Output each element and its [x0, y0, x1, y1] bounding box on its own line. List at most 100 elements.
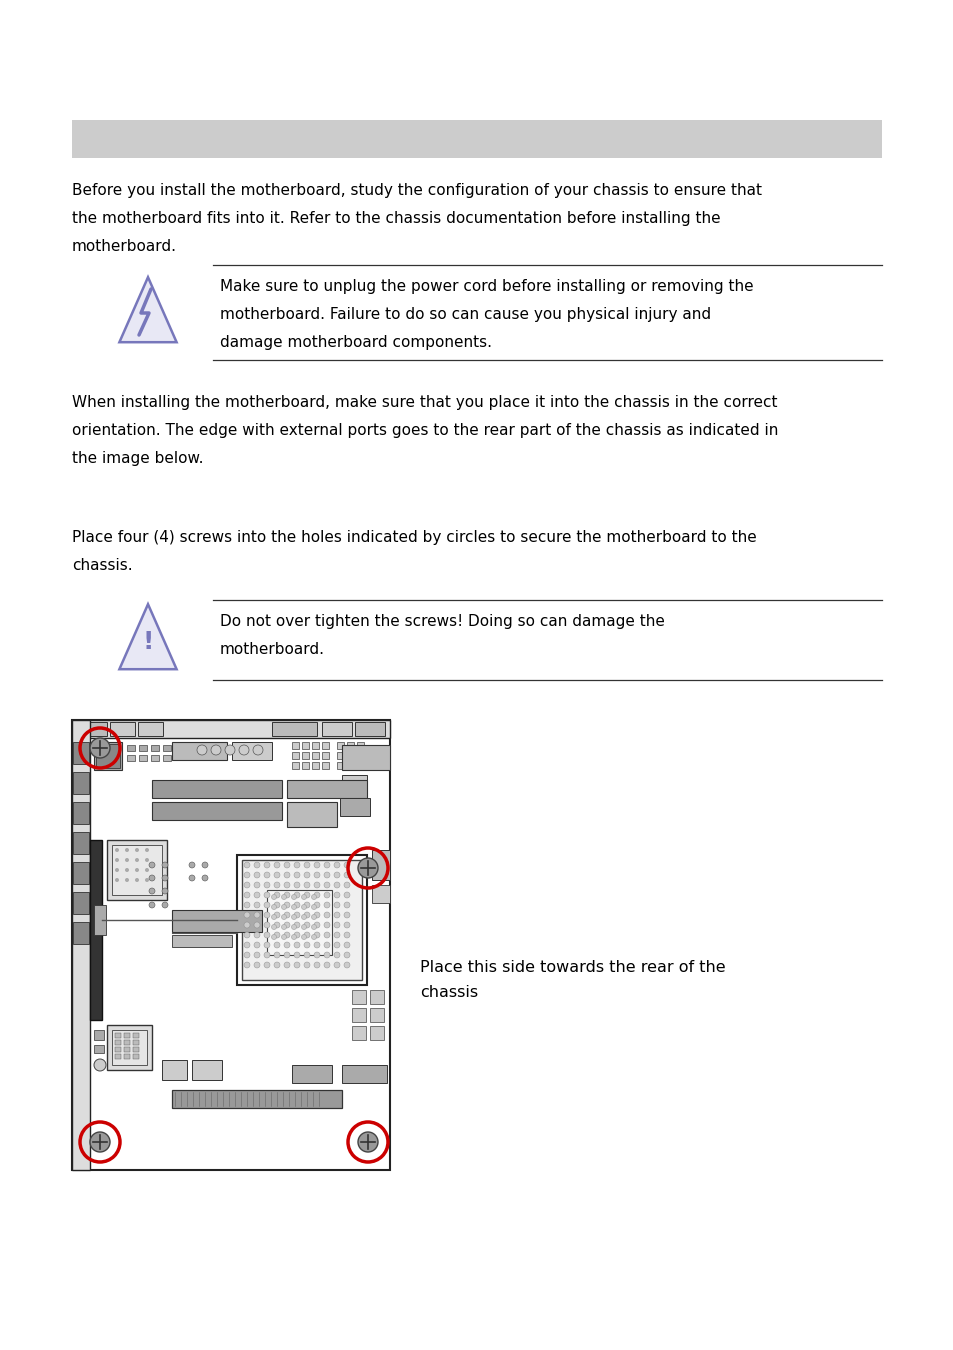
- Bar: [151, 745, 159, 751]
- Bar: [132, 1033, 139, 1038]
- Bar: [322, 752, 329, 759]
- Circle shape: [244, 952, 250, 958]
- Circle shape: [284, 952, 290, 958]
- Bar: [127, 745, 135, 751]
- Circle shape: [312, 925, 316, 930]
- Circle shape: [301, 934, 306, 940]
- Bar: [138, 722, 163, 736]
- Circle shape: [135, 848, 139, 852]
- Bar: [287, 780, 367, 798]
- Circle shape: [284, 931, 290, 938]
- Circle shape: [145, 878, 149, 882]
- Circle shape: [239, 745, 249, 755]
- Circle shape: [244, 942, 250, 948]
- Circle shape: [301, 904, 306, 910]
- Bar: [132, 1048, 139, 1052]
- Bar: [339, 798, 370, 815]
- Bar: [112, 845, 162, 895]
- Circle shape: [253, 902, 260, 909]
- Bar: [115, 1054, 121, 1058]
- Circle shape: [314, 913, 319, 918]
- Circle shape: [324, 952, 330, 958]
- Bar: [341, 775, 367, 792]
- Bar: [73, 832, 89, 855]
- Circle shape: [344, 922, 350, 927]
- Bar: [172, 910, 262, 932]
- Circle shape: [334, 863, 339, 868]
- Text: damage motherboard components.: damage motherboard components.: [220, 335, 492, 350]
- Circle shape: [281, 904, 286, 910]
- Circle shape: [149, 902, 154, 909]
- Circle shape: [264, 942, 270, 948]
- Text: the image below.: the image below.: [71, 451, 203, 466]
- Circle shape: [162, 875, 168, 882]
- Bar: [127, 755, 135, 761]
- Circle shape: [274, 952, 280, 958]
- Bar: [172, 1089, 341, 1108]
- Circle shape: [304, 922, 310, 927]
- Circle shape: [272, 925, 276, 930]
- Circle shape: [301, 914, 306, 919]
- Bar: [71, 720, 90, 1170]
- Circle shape: [274, 863, 280, 868]
- Circle shape: [304, 902, 310, 909]
- Text: Make sure to unplug the power cord before installing or removing the: Make sure to unplug the power cord befor…: [220, 279, 753, 294]
- Circle shape: [312, 914, 316, 919]
- Bar: [124, 1040, 130, 1045]
- Circle shape: [324, 882, 330, 888]
- Circle shape: [344, 913, 350, 918]
- Circle shape: [344, 963, 350, 968]
- Bar: [94, 743, 122, 770]
- Circle shape: [314, 872, 319, 878]
- Bar: [73, 892, 89, 914]
- Circle shape: [202, 863, 208, 868]
- Bar: [352, 1008, 366, 1022]
- Circle shape: [115, 868, 119, 872]
- Bar: [115, 1040, 121, 1045]
- Circle shape: [274, 882, 280, 888]
- Circle shape: [90, 738, 110, 757]
- Circle shape: [125, 878, 129, 882]
- Bar: [94, 904, 106, 936]
- Bar: [152, 802, 282, 819]
- Circle shape: [284, 922, 290, 927]
- Bar: [336, 743, 344, 749]
- Bar: [322, 761, 329, 770]
- Circle shape: [244, 931, 250, 938]
- Bar: [110, 722, 135, 736]
- Bar: [347, 761, 354, 770]
- Circle shape: [324, 913, 330, 918]
- Circle shape: [334, 913, 339, 918]
- Bar: [115, 1033, 121, 1038]
- Circle shape: [284, 863, 290, 868]
- Circle shape: [272, 914, 276, 919]
- Bar: [107, 840, 167, 900]
- Bar: [115, 1048, 121, 1052]
- Circle shape: [324, 863, 330, 868]
- Bar: [352, 990, 366, 1004]
- Circle shape: [272, 934, 276, 940]
- Polygon shape: [119, 605, 176, 670]
- Circle shape: [304, 913, 310, 918]
- Circle shape: [115, 878, 119, 882]
- Circle shape: [314, 952, 319, 958]
- Circle shape: [294, 863, 299, 868]
- Bar: [139, 745, 147, 751]
- Circle shape: [334, 902, 339, 909]
- Circle shape: [264, 952, 270, 958]
- Circle shape: [314, 863, 319, 868]
- Circle shape: [284, 872, 290, 878]
- Circle shape: [334, 942, 339, 948]
- Circle shape: [244, 863, 250, 868]
- Circle shape: [344, 872, 350, 878]
- Bar: [73, 772, 89, 794]
- Bar: [372, 850, 390, 880]
- Bar: [90, 840, 102, 1021]
- Circle shape: [281, 934, 286, 940]
- Circle shape: [312, 934, 316, 940]
- Bar: [71, 720, 390, 738]
- Circle shape: [314, 963, 319, 968]
- Circle shape: [304, 863, 310, 868]
- Bar: [71, 720, 390, 1170]
- Bar: [94, 1045, 104, 1053]
